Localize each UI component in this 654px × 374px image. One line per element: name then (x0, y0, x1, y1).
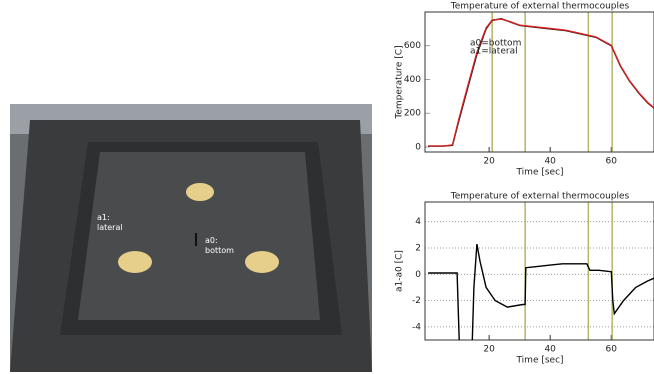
plot-frame (424, 201, 654, 341)
x-tick-label: 60 (606, 157, 618, 167)
chart-title: Temperature of external thermocouples (450, 192, 630, 202)
x-tick-label: 40 (544, 157, 556, 167)
y-tick-label: 0 (415, 142, 421, 152)
y-tick-label: 2 (415, 244, 421, 254)
y-tick-label: 200 (404, 109, 421, 119)
y-axis-label: Temperature [C] (395, 45, 405, 119)
x-tick-label: 20 (483, 157, 495, 167)
y-tick-label: 0 (415, 270, 421, 280)
legend-entry: a0=bottom (470, 39, 521, 49)
x-tick-label: 60 (606, 345, 618, 355)
tray-floor (78, 152, 320, 320)
legend-entry: a1=lateral (470, 47, 518, 57)
x-axis-label: Time [sec] (515, 356, 563, 366)
photo-label: a0: bottom (205, 236, 234, 255)
support (245, 251, 279, 273)
data-line (428, 243, 654, 340)
y-tick-label: 400 (404, 75, 421, 85)
data-line (428, 18, 654, 147)
support (186, 183, 214, 201)
y-tick-label: 600 (404, 41, 421, 51)
y-tick-label: -4 (412, 322, 421, 332)
x-axis-label: Time [sec] (515, 168, 563, 178)
photo: a1: lateral a0: bottom (10, 104, 372, 372)
support (118, 251, 152, 273)
data-line (428, 17, 654, 147)
y-tick-label: -2 (412, 296, 421, 306)
y-tick-label: 4 (415, 217, 421, 227)
chart-title: Temperature of external thermocouples (450, 2, 630, 12)
photo-label: a1: lateral (97, 213, 123, 232)
plot-frame (424, 11, 654, 153)
x-tick-label: 20 (483, 345, 495, 355)
y-axis-label: a1-a0 [C] (395, 250, 405, 292)
x-tick-label: 40 (544, 345, 556, 355)
